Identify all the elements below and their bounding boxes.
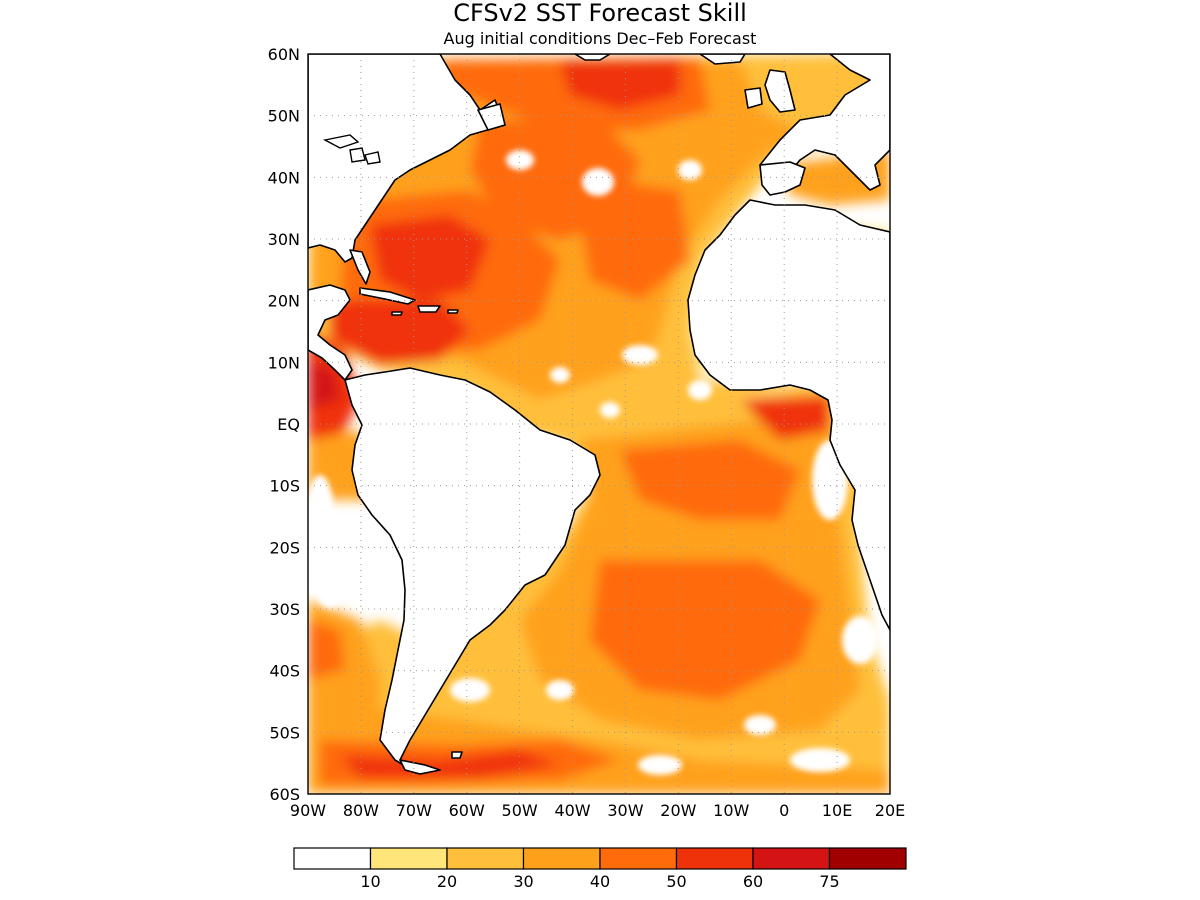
- latitude-label: 60N: [268, 45, 300, 64]
- longitude-label: 30W: [607, 801, 643, 820]
- greenland-land: [574, 54, 611, 61]
- hispaniola-land: [417, 305, 441, 313]
- longitude-label: 60W: [449, 801, 485, 820]
- latitude-label: 40N: [268, 168, 300, 187]
- florida-land: [349, 249, 371, 285]
- colorbar-label: 50: [666, 872, 686, 891]
- longitude-labels: 90W 80W 70W 60W 50W 40W 30W 20W 10W 0 10E 20E: [290, 801, 905, 820]
- latitude-label: 50N: [268, 107, 300, 126]
- iberia-land: [759, 161, 806, 196]
- colorbar-labels: 10 20 30 40 50 60 75: [360, 872, 839, 891]
- newfoundland-land: [477, 103, 506, 131]
- colorbar: [293, 847, 907, 870]
- iceland-land: [699, 54, 746, 65]
- land-masses: [308, 54, 890, 775]
- puerto-rico-land: [447, 309, 459, 314]
- south-america-land: [344, 367, 601, 771]
- longitude-label: 20E: [875, 801, 905, 820]
- falklands-land: [451, 751, 463, 759]
- colorbar-swatch: [828, 847, 907, 870]
- latitude-label: 30S: [269, 600, 300, 619]
- longitude-label: 80W: [343, 801, 379, 820]
- latitude-label: 20S: [269, 538, 300, 557]
- colorbar-label: 20: [437, 872, 457, 891]
- colorbar-swatch: [522, 847, 601, 870]
- colorbar-swatch: [752, 847, 831, 870]
- latitude-label: 10N: [268, 353, 300, 372]
- map-frame: [307, 53, 891, 795]
- colorbar-label: 10: [360, 872, 380, 891]
- longitude-label: 90W: [290, 801, 326, 820]
- longitude-label: 10W: [713, 801, 749, 820]
- latitude-label: 40S: [269, 662, 300, 681]
- colorbar-label: 60: [743, 872, 763, 891]
- tierra-del-fuego-land: [399, 759, 441, 775]
- map-area: [308, 54, 890, 794]
- longitude-label: 10E: [822, 801, 852, 820]
- latitude-label: 60S: [269, 785, 300, 804]
- north-america-land: [308, 54, 506, 263]
- colorbar-swatch: [369, 847, 448, 870]
- british-isles-land: [764, 69, 796, 113]
- ireland-land: [744, 87, 763, 109]
- latitude-label: 20N: [268, 292, 300, 311]
- longitude-label: 70W: [396, 801, 432, 820]
- latitude-label: 50S: [269, 723, 300, 742]
- colorbar-label: 75: [819, 872, 839, 891]
- latitude-labels: 60N 50N 40N 30N 20N 10N EQ 10S 20S 30S 40S 50S 60S: [268, 45, 300, 804]
- map-subtitle: Aug initial conditions Dec–Feb Forecast: [444, 29, 757, 48]
- africa-land: [687, 199, 890, 631]
- map-gridlines: [308, 54, 890, 794]
- colorbar-swatch: [446, 847, 525, 870]
- longitude-label: 50W: [502, 801, 538, 820]
- great-lakes: [322, 134, 381, 165]
- map-title: CFSv2 SST Forecast Skill: [453, 0, 747, 27]
- jamaica-land: [391, 311, 403, 316]
- colorbar-swatch: [599, 847, 678, 870]
- longitude-label: 20W: [660, 801, 696, 820]
- cuba-land: [359, 287, 416, 305]
- longitude-label: 0: [779, 801, 789, 820]
- longitude-label: 40W: [554, 801, 590, 820]
- latitude-label: EQ: [277, 415, 300, 434]
- colorbar-label: 30: [513, 872, 533, 891]
- latitude-label: 10S: [269, 477, 300, 496]
- colorbar-swatch: [293, 847, 372, 870]
- colorbar-label: 40: [590, 872, 610, 891]
- colorbar-swatch: [675, 847, 754, 870]
- latitude-label: 30N: [268, 230, 300, 249]
